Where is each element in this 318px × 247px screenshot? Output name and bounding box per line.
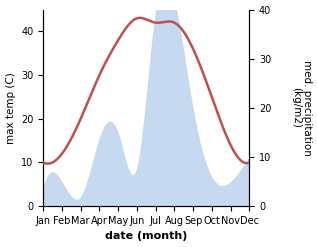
Y-axis label: med. precipitation
(kg/m2): med. precipitation (kg/m2) — [291, 60, 313, 156]
Y-axis label: max temp (C): max temp (C) — [5, 72, 16, 144]
X-axis label: date (month): date (month) — [105, 231, 187, 242]
